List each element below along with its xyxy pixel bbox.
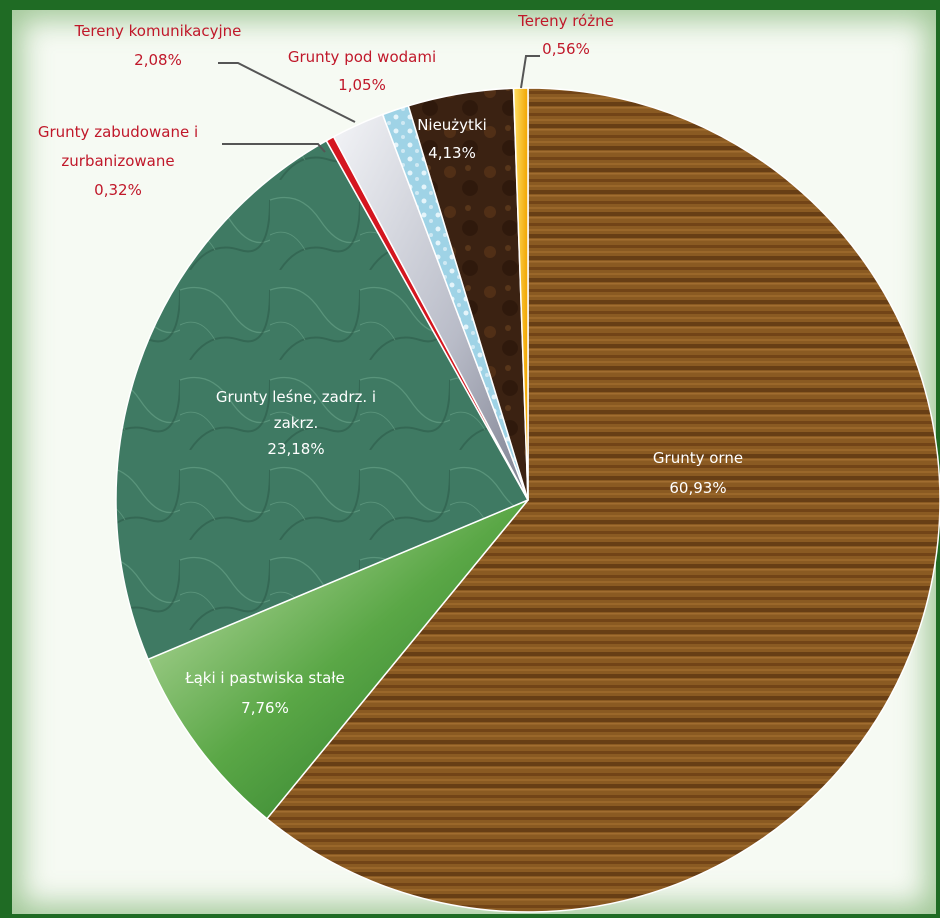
- slice-labels: Grunty orne 60,93% Łąki i pastwiska stałe 7…: [38, 12, 743, 717]
- pie-slice-laki-i-pastwiska-stale: [147, 499, 529, 820]
- slice-label-laki-i-pastwiska-stale: Łąki i pastwiska stałe 7,76%: [184, 669, 345, 717]
- slice-label-tereny-komunikacyjne: Tereny komunikacyjne 2,08%: [74, 22, 242, 69]
- slice-label-nieuzytki: Nieużytki 4,13%: [417, 116, 487, 162]
- slice-label-tereny-rozne: Tereny różne 0,56%: [517, 12, 614, 58]
- pie-slice-grunty-lesne-zadrz-i-zakrz: [115, 139, 530, 661]
- leader-line-grunty-zabudowane-i-zurbanizowane: [222, 143, 326, 153]
- leader-lines: [218, 55, 540, 153]
- slice-label-grunty-pod-wodami: Grunty pod wodami 1,05%: [288, 48, 436, 94]
- pie-slice-grunty-orne: [265, 87, 940, 913]
- slice-label-grunty-orne: Grunty orne 60,93%: [653, 449, 743, 497]
- pie-slice-tereny-rozne: [512, 87, 529, 501]
- leader-line-tereny-komunikacyjne: [218, 62, 356, 123]
- slice-label-grunty-zabudowane-i-zurbanizowane: Grunty zabudowane i zurbanizowane 0,32%: [38, 123, 198, 199]
- pie-slices: [115, 87, 940, 913]
- slice-label-grunty-lesne-zadrz-i-zakrz: Grunty leśne, zadrz. i zakrz. 23,18%: [216, 388, 376, 458]
- leader-line-tereny-rozne: [520, 55, 540, 89]
